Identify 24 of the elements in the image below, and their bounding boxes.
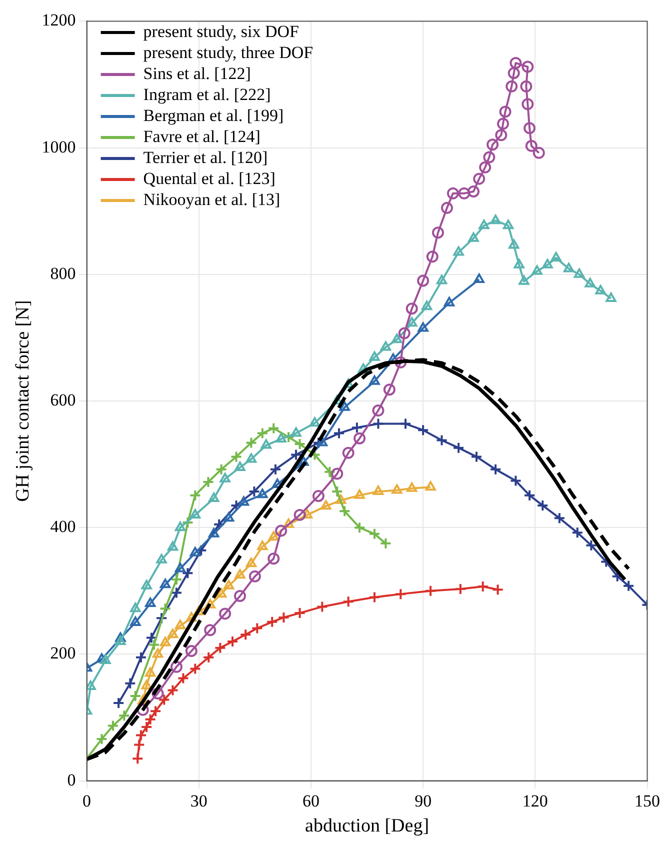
y-tick-label: 600: [50, 390, 76, 410]
y-tick-label: 1000: [42, 137, 76, 156]
legend-label: present study, six DOF: [143, 22, 299, 41]
y-tick-label: 0: [67, 770, 76, 790]
legend-label: Ingram et al. [222]: [143, 84, 271, 104]
y-tick-label: 400: [50, 517, 76, 536]
x-tick-label: 150: [634, 791, 660, 810]
x-tick-label: 0: [82, 791, 92, 810]
x-tick-label: 120: [522, 791, 548, 810]
legend-label: Nikooyan et al. [13]: [143, 190, 280, 209]
legend-label: Quental et al. [123]: [143, 168, 276, 188]
legend-label: Sins et al. [122]: [143, 64, 251, 83]
legend-label: present study, three DOF: [143, 42, 314, 62]
legend-label: Bergman et al. [199]: [143, 106, 284, 125]
x-tick-label: 90: [414, 791, 432, 810]
y-tick-label: 1200: [42, 10, 76, 30]
x-axis-title: abduction [Deg]: [305, 816, 430, 837]
y-tick-label: 800: [50, 264, 76, 283]
legend-label: Terrier et al. [120]: [143, 148, 268, 167]
x-tick-label: 60: [302, 791, 320, 810]
x-tick-label: 30: [190, 791, 208, 810]
legend-label: Favre et al. [124]: [143, 126, 260, 146]
y-axis-title: GH joint contact force [N]: [12, 300, 34, 502]
y-tick-label: 200: [50, 644, 76, 663]
